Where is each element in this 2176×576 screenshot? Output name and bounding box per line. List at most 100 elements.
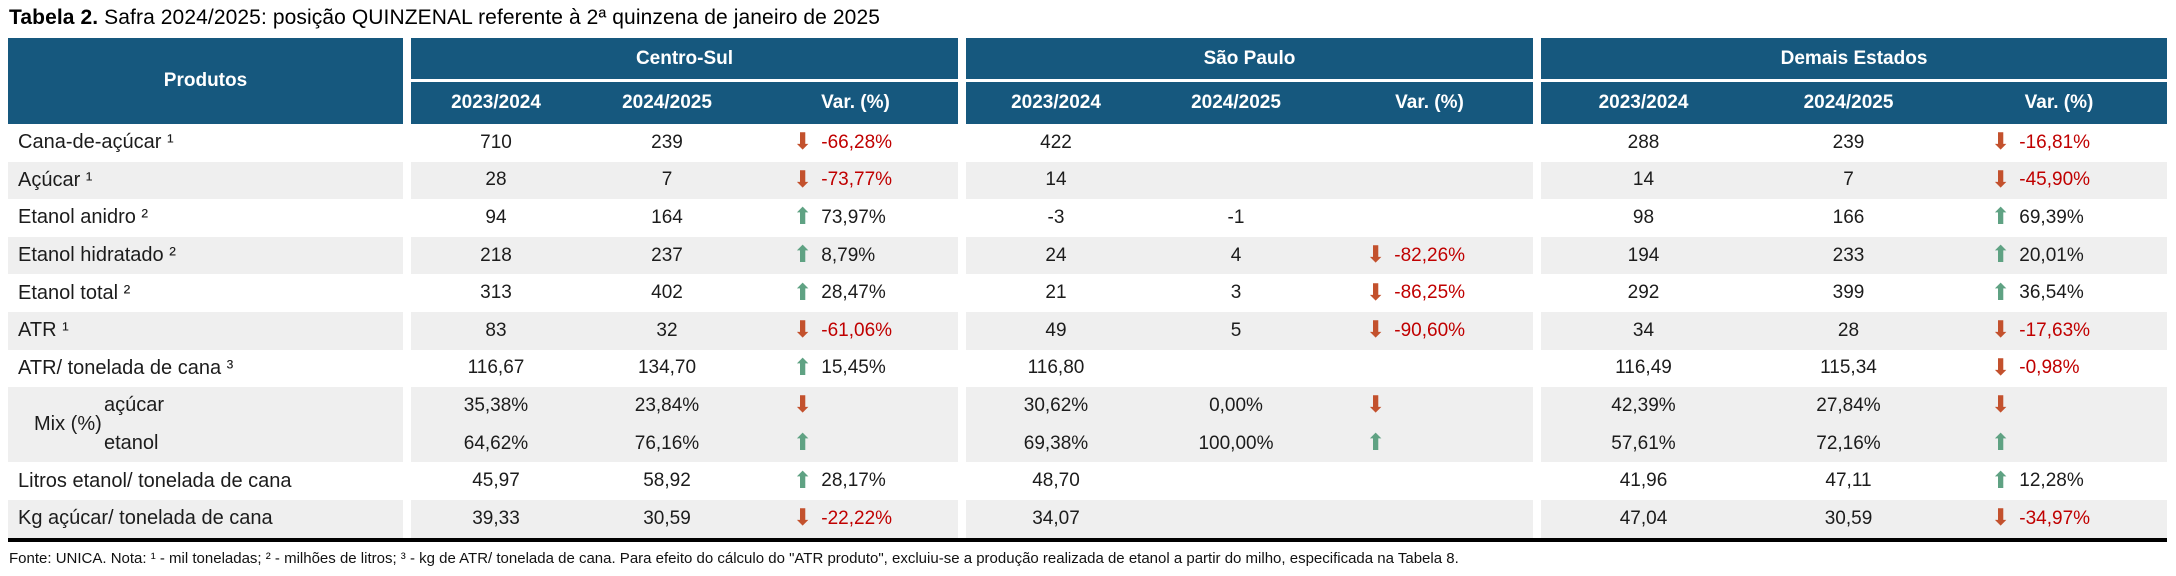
table-title: Tabela 2. Safra 2024/2025: posição QUINZ…	[9, 6, 2168, 30]
variation-cell: ⬇ -22,22%	[753, 499, 958, 538]
value-cell: 30,62%	[966, 387, 1146, 425]
value-cell: 166	[1746, 199, 1951, 237]
column-gap	[403, 312, 411, 350]
value-cell: 98	[1541, 199, 1746, 237]
column-gap	[1533, 199, 1541, 237]
value-cell: 237	[581, 236, 753, 275]
down-arrow-icon: ⬇	[793, 166, 813, 193]
variation-value: -66,28%	[821, 131, 893, 153]
column-gap	[1533, 387, 1541, 425]
variation-cell	[1326, 199, 1533, 237]
variation-cell: ⬇ -16,81%	[1951, 124, 2167, 162]
column-gap	[958, 312, 966, 350]
column-gap	[1533, 237, 1541, 275]
product-cell: Cana-de-açúcar ¹	[8, 124, 403, 162]
column-gap	[1533, 500, 1541, 538]
subheader-de-2024-2025: 2024/2025	[1746, 82, 1951, 124]
variation-value: 28,47%	[821, 282, 886, 304]
variation-value: -16,81%	[2019, 131, 2091, 153]
variation-value: 69,39%	[2019, 206, 2084, 228]
value-cell: 116,80	[966, 349, 1146, 388]
value-cell: 116,49	[1541, 349, 1746, 388]
up-arrow-icon: ⬆	[793, 467, 813, 494]
value-cell: 164	[581, 199, 753, 237]
value-cell: 399	[1746, 274, 1951, 312]
value-cell: 116,67	[411, 349, 581, 388]
down-arrow-icon: ⬇	[1991, 505, 2011, 532]
column-gap	[958, 425, 966, 463]
column-gap	[958, 274, 966, 312]
variation-cell: ⬆ 28,17%	[753, 462, 958, 500]
value-cell: 94	[411, 199, 581, 237]
variation-cell: ⬆ 15,45%	[753, 349, 958, 388]
variation-cell: ⬆ 36,54%	[1951, 274, 2167, 312]
subheader-sp-2023-2024: 2023/2024	[966, 82, 1146, 124]
subheader-cs-2023-2024: 2023/2024	[411, 82, 581, 124]
subheader-cs-2024-2025: 2024/2025	[581, 82, 753, 124]
up-arrow-icon: ⬆	[793, 430, 813, 457]
product-label: ATR ¹	[18, 319, 69, 342]
column-gap	[403, 124, 411, 162]
down-arrow-icon: ⬇	[1991, 392, 2011, 419]
variation-value: 28,17%	[821, 470, 886, 492]
value-cell: 239	[1746, 124, 1951, 162]
product-cell: Litros etanol/ tonelada de cana	[8, 462, 403, 500]
product-cell: Etanol total ²	[8, 274, 403, 312]
variation-value: 8,79%	[821, 244, 876, 266]
value-cell: 41,96	[1541, 462, 1746, 500]
value-cell: 218	[411, 236, 581, 275]
value-cell: 402	[581, 274, 753, 312]
variation-cell: ⬇ -34,97%	[1951, 499, 2167, 538]
variation-cell: ⬇ -61,06%	[753, 311, 958, 350]
group-header-centro-sul: Centro-Sul	[411, 38, 958, 82]
variation-cell	[1326, 124, 1533, 162]
value-cell: 39,33	[411, 499, 581, 538]
value-cell: 239	[581, 124, 753, 162]
table-row: Açúcar ¹ 28 7 ⬇ -73,77% 14 14 7 ⬇ -45,90%	[8, 161, 2168, 200]
value-cell: 30,59	[1746, 499, 1951, 538]
safra-table: Produtos Centro-Sul São Paulo Demais Est…	[8, 38, 2168, 542]
up-arrow-icon: ⬆	[1366, 430, 1386, 457]
product-label: Etanol anidro ²	[18, 206, 149, 229]
variation-value: -17,63%	[2019, 319, 2091, 341]
value-cell	[1146, 161, 1326, 200]
group-header-demais-estados: Demais Estados	[1541, 38, 2167, 82]
value-cell: 3	[1146, 274, 1326, 312]
table-row: açúcar Mix (%) 35,38% 23,84% ⬇ 30,62% 0,00% ⬇ 42…	[8, 387, 2168, 435]
up-arrow-icon: ⬆	[793, 279, 813, 306]
product-cell: açúcar Mix (%)	[8, 387, 403, 435]
column-gap	[1533, 312, 1541, 350]
value-cell: 194	[1541, 236, 1746, 275]
column-gap	[958, 162, 966, 200]
table-row: Etanol anidro ² 94 164 ⬆ 73,97% -3 -1 98 166 ⬆ 69,…	[8, 199, 2168, 237]
column-gap	[958, 500, 966, 538]
value-cell: 35,38%	[411, 387, 581, 425]
variation-cell: ⬇	[753, 387, 958, 425]
subheader-de-var: Var. (%)	[1951, 82, 2167, 124]
variation-value: -45,90%	[2019, 169, 2091, 191]
variation-value: 12,28%	[2019, 470, 2084, 492]
product-label: etanol	[104, 432, 159, 455]
value-cell: 14	[1541, 161, 1746, 200]
value-cell: 115,34	[1746, 349, 1951, 388]
variation-cell: ⬇	[1951, 387, 2167, 425]
value-cell: 24	[966, 236, 1146, 275]
table-row: Kg açúcar/ tonelada de cana 39,33 30,59 ⬇ -2…	[8, 499, 2168, 538]
variation-cell: ⬇ -0,98%	[1951, 349, 2167, 388]
down-arrow-icon: ⬇	[793, 317, 813, 344]
column-gap	[403, 237, 411, 275]
product-cell: Açúcar ¹	[8, 161, 403, 200]
value-cell: 313	[411, 274, 581, 312]
down-arrow-icon: ⬇	[793, 392, 813, 419]
down-arrow-icon: ⬇	[1991, 317, 2011, 344]
value-cell: 288	[1541, 124, 1746, 162]
variation-value: -61,06%	[821, 319, 893, 341]
product-cell: Etanol hidratado ²	[8, 236, 403, 275]
column-gap	[958, 350, 966, 388]
column-gap	[1533, 425, 1541, 463]
value-cell: 21	[966, 274, 1146, 312]
variation-cell: ⬇ -90,60%	[1326, 311, 1533, 350]
variation-value: 73,97%	[821, 206, 886, 228]
value-cell: 14	[966, 161, 1146, 200]
